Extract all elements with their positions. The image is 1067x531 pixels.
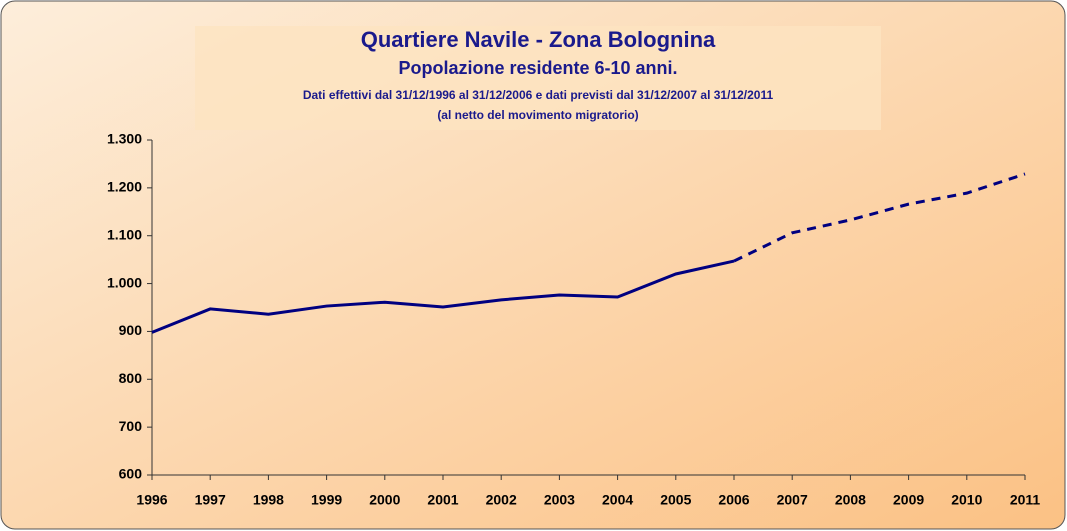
- chart-title: Quartiere Navile - Zona Bolognina: [361, 27, 716, 52]
- line-series: [151, 259, 735, 334]
- x-tick-label: 2006: [718, 492, 749, 508]
- title-box: [195, 26, 881, 130]
- x-tick-label: 2007: [777, 492, 808, 508]
- x-tick-label: 2001: [427, 492, 458, 508]
- x-tick-label: 2010: [951, 492, 982, 508]
- x-tick-label: 2000: [369, 492, 400, 508]
- x-tick-label: 1999: [311, 492, 342, 508]
- x-tick-label: 2004: [602, 492, 633, 508]
- line-series: [733, 172, 1026, 263]
- x-tick-label: 1996: [136, 492, 167, 508]
- y-tick-label: 1.300: [107, 131, 142, 147]
- x-tick-label: 2005: [660, 492, 691, 508]
- x-tick-label: 2002: [486, 492, 517, 508]
- y-tick-label: 1.200: [107, 179, 142, 195]
- y-tick-label: 1.100: [107, 226, 142, 242]
- x-tick-label: 1997: [195, 492, 226, 508]
- y-tick-label: 800: [119, 370, 143, 386]
- x-tick-label: 2009: [893, 492, 924, 508]
- x-tick-label: 2011: [1010, 492, 1041, 508]
- y-tick-label: 600: [119, 466, 143, 482]
- x-tick-label: 2008: [835, 492, 866, 508]
- note: (al netto del movimento migratorio): [437, 108, 638, 122]
- y-tick-label: 700: [119, 418, 143, 434]
- note: Dati effettivi dal 31/12/1996 al 31/12/2…: [303, 88, 774, 102]
- chart-subtitle: Popolazione residente 6-10 anni.: [398, 58, 677, 78]
- x-tick-label: 2003: [544, 492, 575, 508]
- y-tick-label: 900: [119, 322, 143, 338]
- y-tick-label: 1.000: [107, 274, 142, 290]
- x-tick-label: 1998: [253, 492, 284, 508]
